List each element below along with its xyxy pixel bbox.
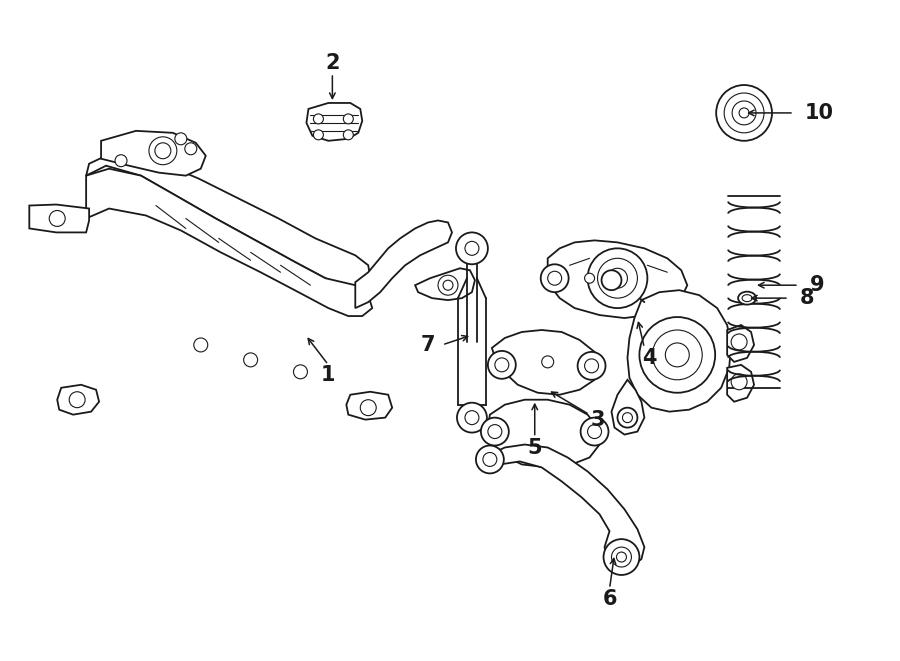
Polygon shape: [101, 131, 206, 176]
Polygon shape: [58, 385, 99, 414]
Circle shape: [542, 356, 554, 368]
Polygon shape: [486, 444, 644, 567]
Circle shape: [623, 412, 633, 422]
Circle shape: [175, 133, 187, 145]
Circle shape: [184, 143, 197, 155]
Polygon shape: [86, 156, 370, 285]
Polygon shape: [727, 325, 754, 362]
Circle shape: [611, 547, 632, 567]
Circle shape: [598, 258, 637, 298]
Circle shape: [50, 210, 65, 227]
Circle shape: [343, 130, 354, 140]
Text: 6: 6: [602, 589, 616, 609]
Circle shape: [456, 233, 488, 264]
Polygon shape: [727, 365, 754, 402]
Polygon shape: [611, 380, 644, 434]
Text: 2: 2: [325, 53, 339, 73]
Circle shape: [732, 101, 756, 125]
Circle shape: [343, 114, 354, 124]
Circle shape: [739, 108, 749, 118]
Circle shape: [481, 418, 508, 446]
Text: 9: 9: [810, 275, 824, 295]
Text: 10: 10: [805, 103, 833, 123]
Circle shape: [731, 374, 747, 390]
Circle shape: [585, 273, 595, 283]
Circle shape: [588, 249, 647, 308]
Circle shape: [731, 334, 747, 350]
Polygon shape: [492, 330, 599, 395]
Circle shape: [601, 270, 622, 290]
Text: 8: 8: [799, 288, 815, 308]
Circle shape: [541, 264, 569, 292]
Circle shape: [360, 400, 376, 416]
Text: 3: 3: [590, 410, 605, 430]
Circle shape: [69, 392, 86, 408]
Circle shape: [578, 352, 606, 380]
Polygon shape: [306, 103, 363, 141]
Ellipse shape: [738, 292, 756, 305]
Polygon shape: [548, 241, 688, 318]
Circle shape: [313, 114, 323, 124]
Circle shape: [580, 418, 608, 446]
Circle shape: [724, 93, 764, 133]
Circle shape: [483, 453, 497, 467]
Circle shape: [604, 539, 639, 575]
Circle shape: [465, 410, 479, 424]
Text: 7: 7: [421, 335, 436, 355]
Circle shape: [488, 351, 516, 379]
Circle shape: [155, 143, 171, 159]
Circle shape: [476, 446, 504, 473]
Circle shape: [438, 275, 458, 295]
Circle shape: [585, 359, 598, 373]
Circle shape: [665, 343, 689, 367]
Polygon shape: [627, 290, 731, 412]
Circle shape: [488, 424, 502, 438]
Text: 1: 1: [321, 365, 336, 385]
Circle shape: [194, 338, 208, 352]
Text: 5: 5: [527, 438, 542, 457]
Polygon shape: [346, 392, 392, 420]
Polygon shape: [356, 221, 452, 308]
Polygon shape: [488, 400, 599, 467]
Circle shape: [548, 271, 562, 285]
Circle shape: [588, 424, 601, 438]
Circle shape: [313, 130, 323, 140]
Circle shape: [244, 353, 257, 367]
Circle shape: [652, 330, 702, 380]
Polygon shape: [415, 268, 475, 300]
Circle shape: [608, 268, 627, 288]
Circle shape: [115, 155, 127, 167]
Polygon shape: [86, 169, 373, 316]
Circle shape: [616, 552, 626, 562]
Text: 4: 4: [642, 348, 657, 368]
Circle shape: [148, 137, 176, 165]
Circle shape: [443, 280, 453, 290]
Circle shape: [457, 403, 487, 432]
Ellipse shape: [742, 295, 752, 301]
Circle shape: [716, 85, 772, 141]
Circle shape: [495, 358, 508, 372]
Circle shape: [639, 317, 716, 393]
Polygon shape: [30, 204, 89, 233]
Circle shape: [617, 408, 637, 428]
Circle shape: [293, 365, 308, 379]
Circle shape: [465, 241, 479, 255]
